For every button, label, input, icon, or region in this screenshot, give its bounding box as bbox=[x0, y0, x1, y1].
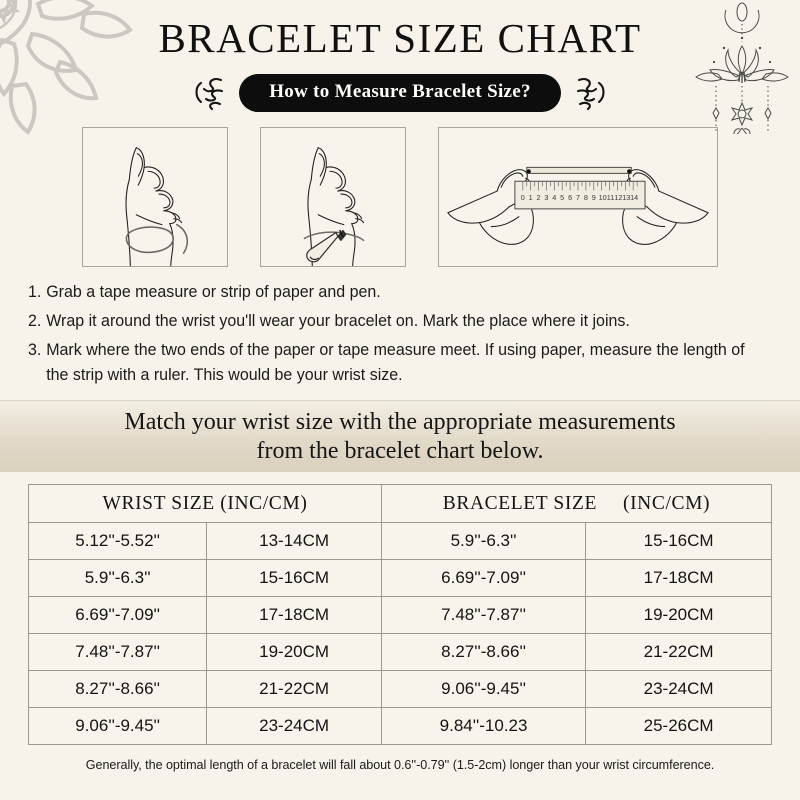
bracelet-inches-cell: 6.69''-7.09'' bbox=[380, 559, 587, 598]
bracelet-cm-cell: 25-26CM bbox=[585, 707, 772, 746]
wrist-inches-cell: 5.12''-5.52'' bbox=[27, 522, 208, 561]
table-row: 5.12''-5.52'' 13-14CM 5.9''-6.3'' 15-16C… bbox=[27, 522, 772, 561]
bracelet-inches-cell: 5.9''-6.3'' bbox=[380, 522, 587, 561]
bracelet-inches-cell: 7.48''-7.87'' bbox=[380, 596, 587, 635]
wrist-cm-cell: 15-16CM bbox=[206, 559, 382, 598]
list-item: 3. Mark where the two ends of the paper … bbox=[28, 338, 756, 388]
wrist-cm-cell: 17-18CM bbox=[206, 596, 382, 635]
step-number: 2. bbox=[28, 312, 42, 331]
svg-text:5: 5 bbox=[560, 193, 564, 202]
illustration-panel-2 bbox=[260, 127, 406, 267]
hand-with-tape-measure-illustration bbox=[125, 147, 189, 266]
svg-text:13: 13 bbox=[622, 193, 630, 202]
bracelet-size-table: WRIST SIZE (INC/CM) BRACELET SIZE (INC/C… bbox=[27, 484, 773, 746]
step-text: Mark where the two ends of the paper or … bbox=[46, 341, 745, 385]
squiggle-flourish-icon bbox=[576, 78, 605, 111]
table-row: 6.69''-7.09'' 17-18CM 7.48''-7.87'' 19-2… bbox=[27, 596, 772, 635]
list-item: 2. Wrap it around the wrist you'll wear … bbox=[28, 309, 756, 334]
wrist-inches-cell: 5.9''-6.3'' bbox=[27, 559, 208, 598]
wrist-cm-cell: 21-22CM bbox=[206, 670, 382, 709]
svg-text:2: 2 bbox=[537, 193, 541, 202]
svg-text:12: 12 bbox=[614, 193, 622, 202]
page-title: BRACELET SIZE CHART bbox=[158, 15, 642, 61]
step-number: 3. bbox=[28, 341, 42, 360]
wrist-cm-cell: 19-20CM bbox=[206, 633, 382, 672]
bracelet-inches-cell: 9.84''-10.23 bbox=[380, 707, 587, 746]
svg-text:11: 11 bbox=[607, 193, 615, 202]
bracelet-cm-cell: 15-16CM bbox=[585, 522, 772, 561]
list-item: 1. Grab a tape measure or strip of paper… bbox=[28, 280, 756, 305]
table-header-row: WRIST SIZE (INC/CM) BRACELET SIZE (INC/C… bbox=[28, 484, 773, 524]
optimal-length-footnote: Generally, the optimal length of a brace… bbox=[85, 758, 715, 773]
bracelet-cm-cell: 19-20CM bbox=[585, 596, 772, 635]
wrist-cm-cell: 13-14CM bbox=[206, 522, 382, 561]
svg-text:10: 10 bbox=[599, 193, 607, 202]
wrist-inches-cell: 8.27''-8.66'' bbox=[27, 670, 208, 709]
svg-text:4: 4 bbox=[552, 193, 556, 202]
svg-text:14: 14 bbox=[630, 193, 638, 202]
svg-text:1: 1 bbox=[529, 193, 533, 202]
wrist-size-header: WRIST SIZE (INC/CM) bbox=[28, 484, 382, 524]
size-table-wrapper: WRIST SIZE (INC/CM) BRACELET SIZE (INC/C… bbox=[0, 472, 800, 746]
how-to-measure-header-row: How to Measure Bracelet Size? bbox=[0, 73, 800, 113]
svg-text:8: 8 bbox=[584, 193, 588, 202]
svg-text:9: 9 bbox=[592, 193, 596, 202]
svg-text:6: 6 bbox=[568, 193, 572, 202]
step-text: Grab a tape measure or strip of paper an… bbox=[46, 283, 381, 301]
bracelet-size-header: BRACELET SIZE (INC/CM) bbox=[380, 484, 773, 524]
table-row: 9.06''-9.45'' 23-24CM 9.84''-10.23 25-26… bbox=[27, 707, 772, 746]
match-wrist-size-banner: Match your wrist size with the appropria… bbox=[0, 400, 800, 473]
table-row: 5.9''-6.3'' 15-16CM 6.69''-7.09'' 17-18C… bbox=[27, 559, 772, 598]
bracelet-size-header-main: BRACELET SIZE bbox=[442, 492, 597, 514]
banner-line-1: Match your wrist size with the appropria… bbox=[124, 408, 676, 435]
bracelet-inches-cell: 9.06''-9.45'' bbox=[380, 670, 587, 709]
svg-text:7: 7 bbox=[576, 193, 580, 202]
step-number: 1. bbox=[28, 283, 42, 301]
squiggle-flourish-icon bbox=[195, 78, 224, 111]
table-row: 7.48''-7.87'' 19-20CM 8.27''-8.66'' 21-2… bbox=[27, 633, 772, 672]
how-to-measure-badge: How to Measure Bracelet Size? bbox=[239, 74, 561, 112]
svg-text:0: 0 bbox=[521, 193, 525, 202]
measure-steps-list: 1. Grab a tape measure or strip of paper… bbox=[0, 280, 800, 388]
bracelet-cm-cell: 21-22CM bbox=[585, 633, 772, 672]
svg-text:3: 3 bbox=[544, 193, 548, 202]
wrist-inches-cell: 6.69''-7.09'' bbox=[27, 596, 208, 635]
hand-marking-tape-with-pen-illustration bbox=[303, 147, 365, 266]
bracelet-inches-cell: 8.27''-8.66'' bbox=[380, 633, 587, 672]
wrist-inches-cell: 7.48''-7.87'' bbox=[27, 633, 208, 672]
bracelet-cm-cell: 17-18CM bbox=[585, 559, 772, 598]
banner-line-2: from the bracelet chart below. bbox=[256, 437, 544, 464]
illustration-panel-1 bbox=[82, 127, 228, 267]
step-text: Wrap it around the wrist you'll wear you… bbox=[46, 312, 630, 331]
bracelet-size-header-unit: (INC/CM) bbox=[623, 492, 711, 514]
wrist-cm-cell: 23-24CM bbox=[206, 707, 382, 746]
bracelet-cm-cell: 23-24CM bbox=[585, 670, 772, 709]
wrist-inches-cell: 9.06''-9.45'' bbox=[27, 707, 208, 746]
table-row: 8.27''-8.66'' 21-22CM 9.06''-9.45'' 23-2… bbox=[27, 670, 772, 709]
